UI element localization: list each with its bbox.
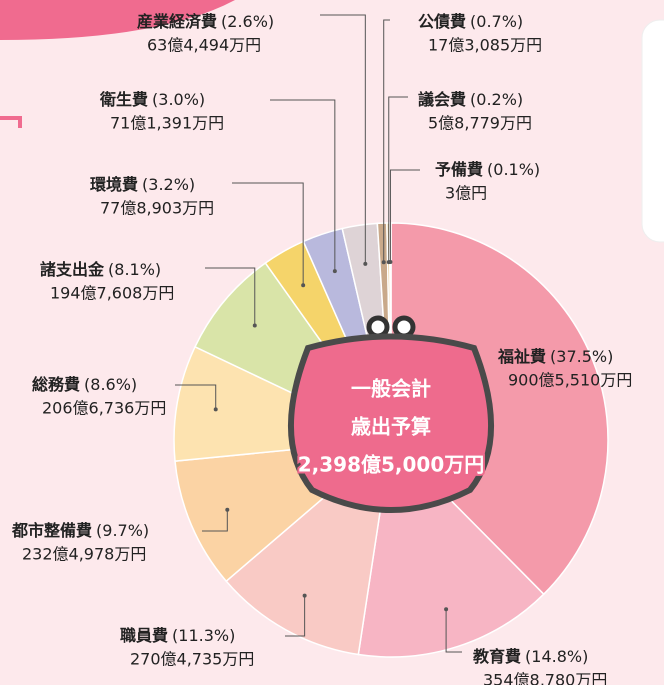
slice-label: 職員費 (11.3%) bbox=[120, 626, 235, 645]
leader-line bbox=[388, 96, 408, 263]
leader-line bbox=[383, 19, 390, 263]
leader-line bbox=[205, 267, 256, 326]
slice bbox=[390, 222, 609, 596]
center-label: 2,398億5,000万円 bbox=[298, 453, 485, 477]
slice-label: 都市整備費 (9.7%) bbox=[11, 521, 149, 540]
leader-dot bbox=[388, 260, 393, 265]
percent-label: (11.3%) bbox=[172, 626, 235, 645]
amount-label: 3億円 bbox=[445, 184, 487, 203]
amount-label: 270億4,735万円 bbox=[130, 650, 254, 669]
side-panel bbox=[641, 19, 664, 243]
category-name: 産業経済費 bbox=[137, 12, 217, 31]
slice-label: 議会費 (0.2%) bbox=[418, 90, 523, 109]
center-label: 一般会計 bbox=[351, 377, 431, 401]
slice-label: 環境費 (3.2%) bbox=[90, 175, 195, 194]
percent-label: (8.1%) bbox=[108, 260, 161, 279]
leader-line bbox=[389, 169, 420, 263]
center-label: 歳出予算 bbox=[351, 415, 431, 439]
amount-label: 900億5,510万円 bbox=[508, 371, 632, 390]
amount-label: 206億6,736万円 bbox=[42, 399, 166, 418]
leader-dot bbox=[363, 261, 368, 266]
leader-dot bbox=[252, 323, 257, 328]
leader-line bbox=[270, 99, 336, 272]
leader-dot bbox=[225, 507, 230, 512]
category-name: 公債費 bbox=[418, 12, 466, 31]
decoration bbox=[0, 0, 235, 40]
decoration bbox=[0, 116, 22, 128]
leader-dot bbox=[381, 260, 386, 265]
percent-label: (9.7%) bbox=[96, 521, 149, 540]
slice-label: 衛生費 (3.0%) bbox=[99, 90, 205, 109]
slice-label: 諸支出金 (8.1%) bbox=[40, 260, 161, 279]
percent-label: (0.7%) bbox=[470, 12, 523, 31]
leader-line bbox=[232, 182, 304, 286]
slice-label: 教育費 (14.8%) bbox=[473, 647, 588, 666]
percent-label: (2.6%) bbox=[221, 12, 274, 31]
leader-line bbox=[445, 609, 462, 653]
category-name: 福祉費 bbox=[497, 347, 546, 366]
category-name: 衛生費 bbox=[99, 90, 148, 109]
amount-label: 194億7,608万円 bbox=[50, 284, 174, 303]
leader-line bbox=[320, 14, 366, 264]
amount-label: 17億3,085万円 bbox=[428, 36, 542, 55]
percent-label: (14.8%) bbox=[525, 647, 588, 666]
amount-label: 5億8,779万円 bbox=[428, 114, 532, 133]
slice-label: 福祉費 (37.5%) bbox=[497, 347, 613, 366]
category-name: 総務費 bbox=[32, 375, 80, 394]
leader-dot bbox=[213, 407, 218, 412]
leader-line bbox=[175, 384, 217, 410]
leader-dot bbox=[332, 269, 337, 274]
category-name: 予備費 bbox=[435, 160, 483, 179]
amount-label: 63億4,494万円 bbox=[147, 36, 261, 55]
slice-label: 予備費 (0.1%) bbox=[435, 160, 540, 179]
leader-dot bbox=[302, 593, 307, 598]
category-name: 教育費 bbox=[473, 647, 521, 666]
percent-label: (0.2%) bbox=[470, 90, 523, 109]
percent-label: (37.5%) bbox=[550, 347, 613, 366]
purse bbox=[287, 315, 495, 513]
slice-label: 総務費 (8.6%) bbox=[32, 375, 137, 394]
slice-label: 公債費 (0.7%) bbox=[418, 12, 523, 31]
category-name: 職員費 bbox=[120, 626, 168, 645]
slice-label: 産業経済費 (2.6%) bbox=[137, 12, 274, 31]
leader-line bbox=[202, 509, 228, 532]
category-name: 環境費 bbox=[90, 175, 138, 194]
amount-label: 354億8,780万円 bbox=[483, 671, 607, 685]
category-name: 都市整備費 bbox=[11, 521, 92, 540]
category-name: 議会費 bbox=[418, 90, 466, 109]
percent-label: (3.2%) bbox=[142, 175, 195, 194]
leader-dot bbox=[301, 283, 306, 288]
percent-label: (3.0%) bbox=[152, 90, 205, 109]
leader-dot bbox=[444, 607, 449, 612]
amount-label: 77億8,903万円 bbox=[100, 199, 214, 218]
percent-label: (8.6%) bbox=[84, 375, 137, 394]
category-name: 諸支出金 bbox=[40, 260, 105, 279]
leader-line bbox=[285, 595, 306, 637]
percent-label: (0.1%) bbox=[487, 160, 540, 179]
amount-label: 71億1,391万円 bbox=[110, 114, 224, 133]
amount-label: 232億4,978万円 bbox=[22, 545, 146, 564]
